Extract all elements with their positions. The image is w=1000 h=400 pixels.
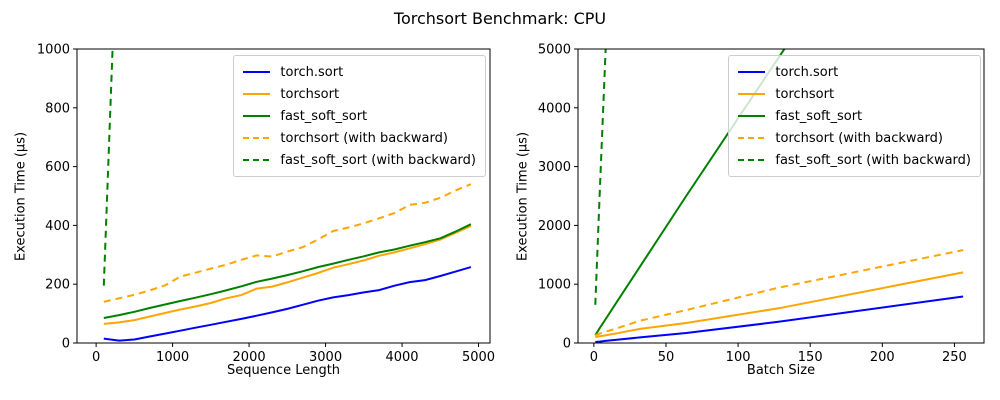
x-tick-label: 0 bbox=[92, 350, 100, 365]
legend-label: fast_soft_sort (with backward) bbox=[775, 152, 971, 168]
series-line-torchsort bbox=[595, 271, 964, 339]
x-tick-label: 5000 bbox=[462, 350, 495, 365]
legend-line-sample bbox=[243, 137, 271, 139]
x-tick-label: 3000 bbox=[309, 350, 342, 365]
y-tick-label: 0 bbox=[62, 337, 70, 352]
left-y-axis-label: Execution Time (µs) bbox=[13, 131, 29, 262]
x-tick-label: 4000 bbox=[385, 350, 418, 365]
legend-item: fast_soft_sort (with backward) bbox=[243, 149, 476, 171]
legend-label: fast_soft_sort bbox=[280, 108, 368, 124]
y-tick-label: 1000 bbox=[538, 278, 571, 293]
legend-line-sample bbox=[243, 159, 271, 161]
y-tick-label: 2000 bbox=[538, 219, 571, 234]
legend-item: fast_soft_sort bbox=[738, 105, 971, 127]
right-y-axis-label: Execution Time (µs) bbox=[515, 131, 531, 262]
legend-item: torchsort bbox=[243, 83, 476, 105]
series-line-torch.sort bbox=[103, 266, 472, 342]
legend-line-sample bbox=[738, 115, 766, 117]
x-tick-label: 2000 bbox=[233, 350, 266, 365]
legend-line-sample bbox=[243, 93, 271, 95]
legend-label: torch.sort bbox=[775, 64, 839, 80]
series-line-fast_soft_sort bbox=[103, 223, 472, 319]
y-tick-label: 1000 bbox=[37, 43, 70, 58]
x-tick-label: 250 bbox=[942, 350, 967, 365]
legend-item: torchsort (with backward) bbox=[243, 127, 476, 149]
legend-label: fast_soft_sort (with backward) bbox=[280, 152, 476, 168]
axes-frame bbox=[577, 48, 985, 344]
legend-item: torchsort bbox=[738, 83, 971, 105]
legend-item: fast_soft_sort (with backward) bbox=[738, 149, 971, 171]
legend-line-sample bbox=[243, 71, 271, 73]
y-tick-label: 3000 bbox=[538, 160, 571, 175]
legend-label: fast_soft_sort bbox=[775, 108, 863, 124]
x-tick-label: 0 bbox=[590, 350, 598, 365]
legend-line-sample bbox=[738, 137, 766, 139]
x-tick-label: 150 bbox=[798, 350, 823, 365]
y-tick-label: 400 bbox=[45, 219, 70, 234]
figure-title: Torchsort Benchmark: CPU bbox=[393, 9, 607, 28]
y-tick-label: 0 bbox=[563, 337, 571, 352]
axes-frame bbox=[76, 48, 491, 344]
series-line-torchsort--with-backward- bbox=[594, 249, 964, 337]
x-tick-label: 100 bbox=[726, 350, 751, 365]
legend-item: torch.sort bbox=[243, 61, 476, 83]
legend-line-sample bbox=[243, 115, 271, 117]
x-tick-label: 200 bbox=[870, 350, 895, 365]
legend-line-sample bbox=[738, 71, 766, 73]
legend-item: fast_soft_sort bbox=[243, 105, 476, 127]
series-line-torchsort--with-backward- bbox=[103, 183, 472, 303]
legend-label: torchsort bbox=[280, 86, 340, 102]
legend-line-sample bbox=[738, 159, 766, 161]
legend-label: torchsort bbox=[775, 86, 835, 102]
series-line-torch.sort bbox=[595, 295, 964, 343]
y-tick-label: 200 bbox=[45, 278, 70, 293]
y-tick-label: 4000 bbox=[538, 101, 571, 116]
legend-label: torchsort (with backward) bbox=[280, 130, 448, 146]
right-x-axis-label: Batch Size bbox=[746, 363, 816, 378]
legend-label: torchsort (with backward) bbox=[775, 130, 943, 146]
y-tick-label: 800 bbox=[45, 101, 70, 116]
series-line-torchsort bbox=[103, 225, 472, 325]
left-x-axis-label: Sequence Length bbox=[226, 363, 341, 378]
series-line-fast_soft_sort--with-backward- bbox=[594, 49, 607, 305]
legend-item: torchsort (with backward) bbox=[738, 127, 971, 149]
legend-label: torch.sort bbox=[280, 64, 344, 80]
y-tick-label: 600 bbox=[45, 160, 70, 175]
y-tick-label: 5000 bbox=[538, 43, 571, 58]
legend-line-sample bbox=[738, 93, 766, 95]
x-tick-label: 50 bbox=[658, 350, 675, 365]
legend-item: torch.sort bbox=[738, 61, 971, 83]
series-line-fast_soft_sort--with-backward- bbox=[102, 49, 114, 286]
x-tick-label: 1000 bbox=[156, 350, 189, 365]
